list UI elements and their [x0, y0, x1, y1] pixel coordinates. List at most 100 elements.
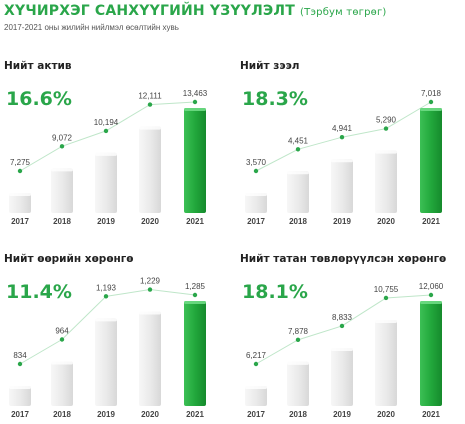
bar-2019: [331, 159, 353, 213]
panel-title: Нийт актив: [4, 60, 72, 72]
value-label: 7,878: [288, 327, 309, 336]
data-point: [17, 361, 23, 367]
value-label: 10,194: [94, 118, 119, 127]
chart-panel-raised-funds: Нийт татан төвлөрүүлсэн хөрөнгө 18.1% 6,…: [238, 253, 463, 423]
bar-chart: 6,217 2017 7,878 2018 8,833 2019 10,755 2020 12,…: [245, 282, 444, 419]
bar-2019: [95, 318, 117, 406]
bar-cap: [331, 347, 353, 351]
bar-2019: [331, 347, 353, 406]
growth-percent: 16.6%: [6, 88, 72, 110]
value-label: 8,833: [332, 313, 353, 322]
year-label: 2021: [422, 217, 440, 226]
bar-cap: [245, 386, 267, 389]
bar-2018: [51, 168, 73, 213]
bar-2017: [245, 386, 267, 406]
value-label: 3,570: [246, 158, 267, 167]
bar-2018: [287, 171, 309, 213]
year-label: 2018: [53, 410, 71, 419]
growth-percent: 18.3%: [242, 88, 308, 110]
data-point: [339, 323, 345, 329]
year-label: 2020: [377, 217, 395, 226]
value-label: 1,285: [185, 282, 206, 291]
bar-cap: [420, 301, 442, 304]
page-title-text: ХҮЧИРХЭГ САНХҮҮГИЙН ҮЗҮҮЛЭЛТ: [4, 3, 295, 19]
data-point: [59, 337, 65, 342]
bar-2018: [51, 361, 73, 406]
data-point: [383, 126, 389, 131]
page-title: ХҮЧИРХЭГ САНХҮҮГИЙН ҮЗҮҮЛЭЛТ (Тэрбум төг…: [4, 3, 387, 19]
data-point: [428, 99, 434, 105]
value-label: 6,217: [246, 351, 267, 360]
year-label: 2019: [333, 410, 351, 419]
year-label: 2018: [53, 217, 71, 226]
year-label: 2017: [247, 217, 265, 226]
year-label: 2021: [186, 217, 204, 226]
bar-cap: [51, 361, 73, 365]
bar-2021: [420, 301, 442, 406]
data-point: [103, 128, 109, 134]
bar-cap: [375, 319, 397, 323]
bar-cap: [245, 193, 267, 196]
bar-cap: [139, 311, 161, 315]
data-point: [295, 147, 301, 152]
value-label: 12,111: [138, 92, 162, 101]
bar-cap: [184, 301, 206, 304]
value-label: 12,060: [419, 282, 444, 291]
value-label: 7,018: [421, 89, 442, 98]
growth-percent: 18.1%: [242, 281, 308, 303]
value-label: 10,755: [374, 285, 399, 294]
data-point: [192, 99, 198, 105]
bar-cap: [184, 108, 206, 111]
bar-2020: [139, 126, 161, 213]
value-label: 5,290: [376, 116, 397, 125]
year-label: 2021: [186, 410, 204, 419]
panel-title: Нийт зээл: [240, 60, 300, 72]
bar-2017: [9, 386, 31, 406]
data-point: [192, 292, 198, 298]
year-label: 2021: [422, 410, 440, 419]
bar-2020: [139, 311, 161, 406]
value-label: 1,193: [96, 283, 117, 292]
data-point: [59, 144, 65, 149]
bar-cap: [9, 193, 31, 196]
bar-cap: [287, 171, 309, 175]
year-label: 2017: [247, 410, 265, 419]
chart-panel-total-assets: Нийт актив 16.6% 7,275 2017 9,072 2018 10,19…: [2, 60, 227, 230]
bar-chart: 834 2017 964 2018 1,193 2019 1,229 2020 1,285 202…: [9, 277, 206, 419]
data-point: [383, 295, 389, 301]
bar-cap: [420, 108, 442, 111]
year-label: 2018: [289, 410, 307, 419]
year-label: 2019: [97, 217, 115, 226]
data-point: [147, 102, 153, 107]
value-label: 964: [55, 326, 69, 335]
bar-cap: [375, 150, 397, 154]
bar-2019: [95, 152, 117, 213]
bar-2020: [375, 150, 397, 213]
value-label: 7,275: [10, 158, 31, 167]
data-point: [339, 135, 345, 140]
panel-title: Нийт татан төвлөрүүлсэн хөрөнгө: [240, 253, 447, 265]
value-label: 13,463: [183, 89, 208, 98]
bar-chart: 3,570 2017 4,451 2018 4,941 2019 5,290 2020 7,01…: [245, 89, 442, 226]
year-label: 2018: [289, 217, 307, 226]
bar-2017: [9, 193, 31, 213]
bar-cap: [95, 318, 117, 322]
year-label: 2017: [11, 410, 29, 419]
value-label: 9,072: [52, 133, 73, 142]
value-label: 4,451: [288, 136, 309, 145]
bar-2021: [184, 301, 206, 406]
data-point: [103, 294, 109, 299]
bar-chart: 7,275 2017 9,072 2018 10,194 2019 12,111 2020 13…: [9, 89, 208, 226]
year-label: 2020: [141, 410, 159, 419]
chart-panel-equity: Нийт өөрийн хөрөнгө 11.4% 834 2017 964 2018…: [2, 253, 227, 423]
data-point: [253, 168, 259, 174]
data-point: [17, 168, 23, 174]
bar-cap: [331, 159, 353, 163]
bar-cap: [287, 361, 309, 365]
data-point: [428, 292, 434, 298]
bar-2018: [287, 361, 309, 406]
data-point: [295, 337, 301, 343]
data-point: [253, 361, 259, 367]
data-point: [147, 287, 153, 292]
bar-2017: [245, 193, 267, 213]
